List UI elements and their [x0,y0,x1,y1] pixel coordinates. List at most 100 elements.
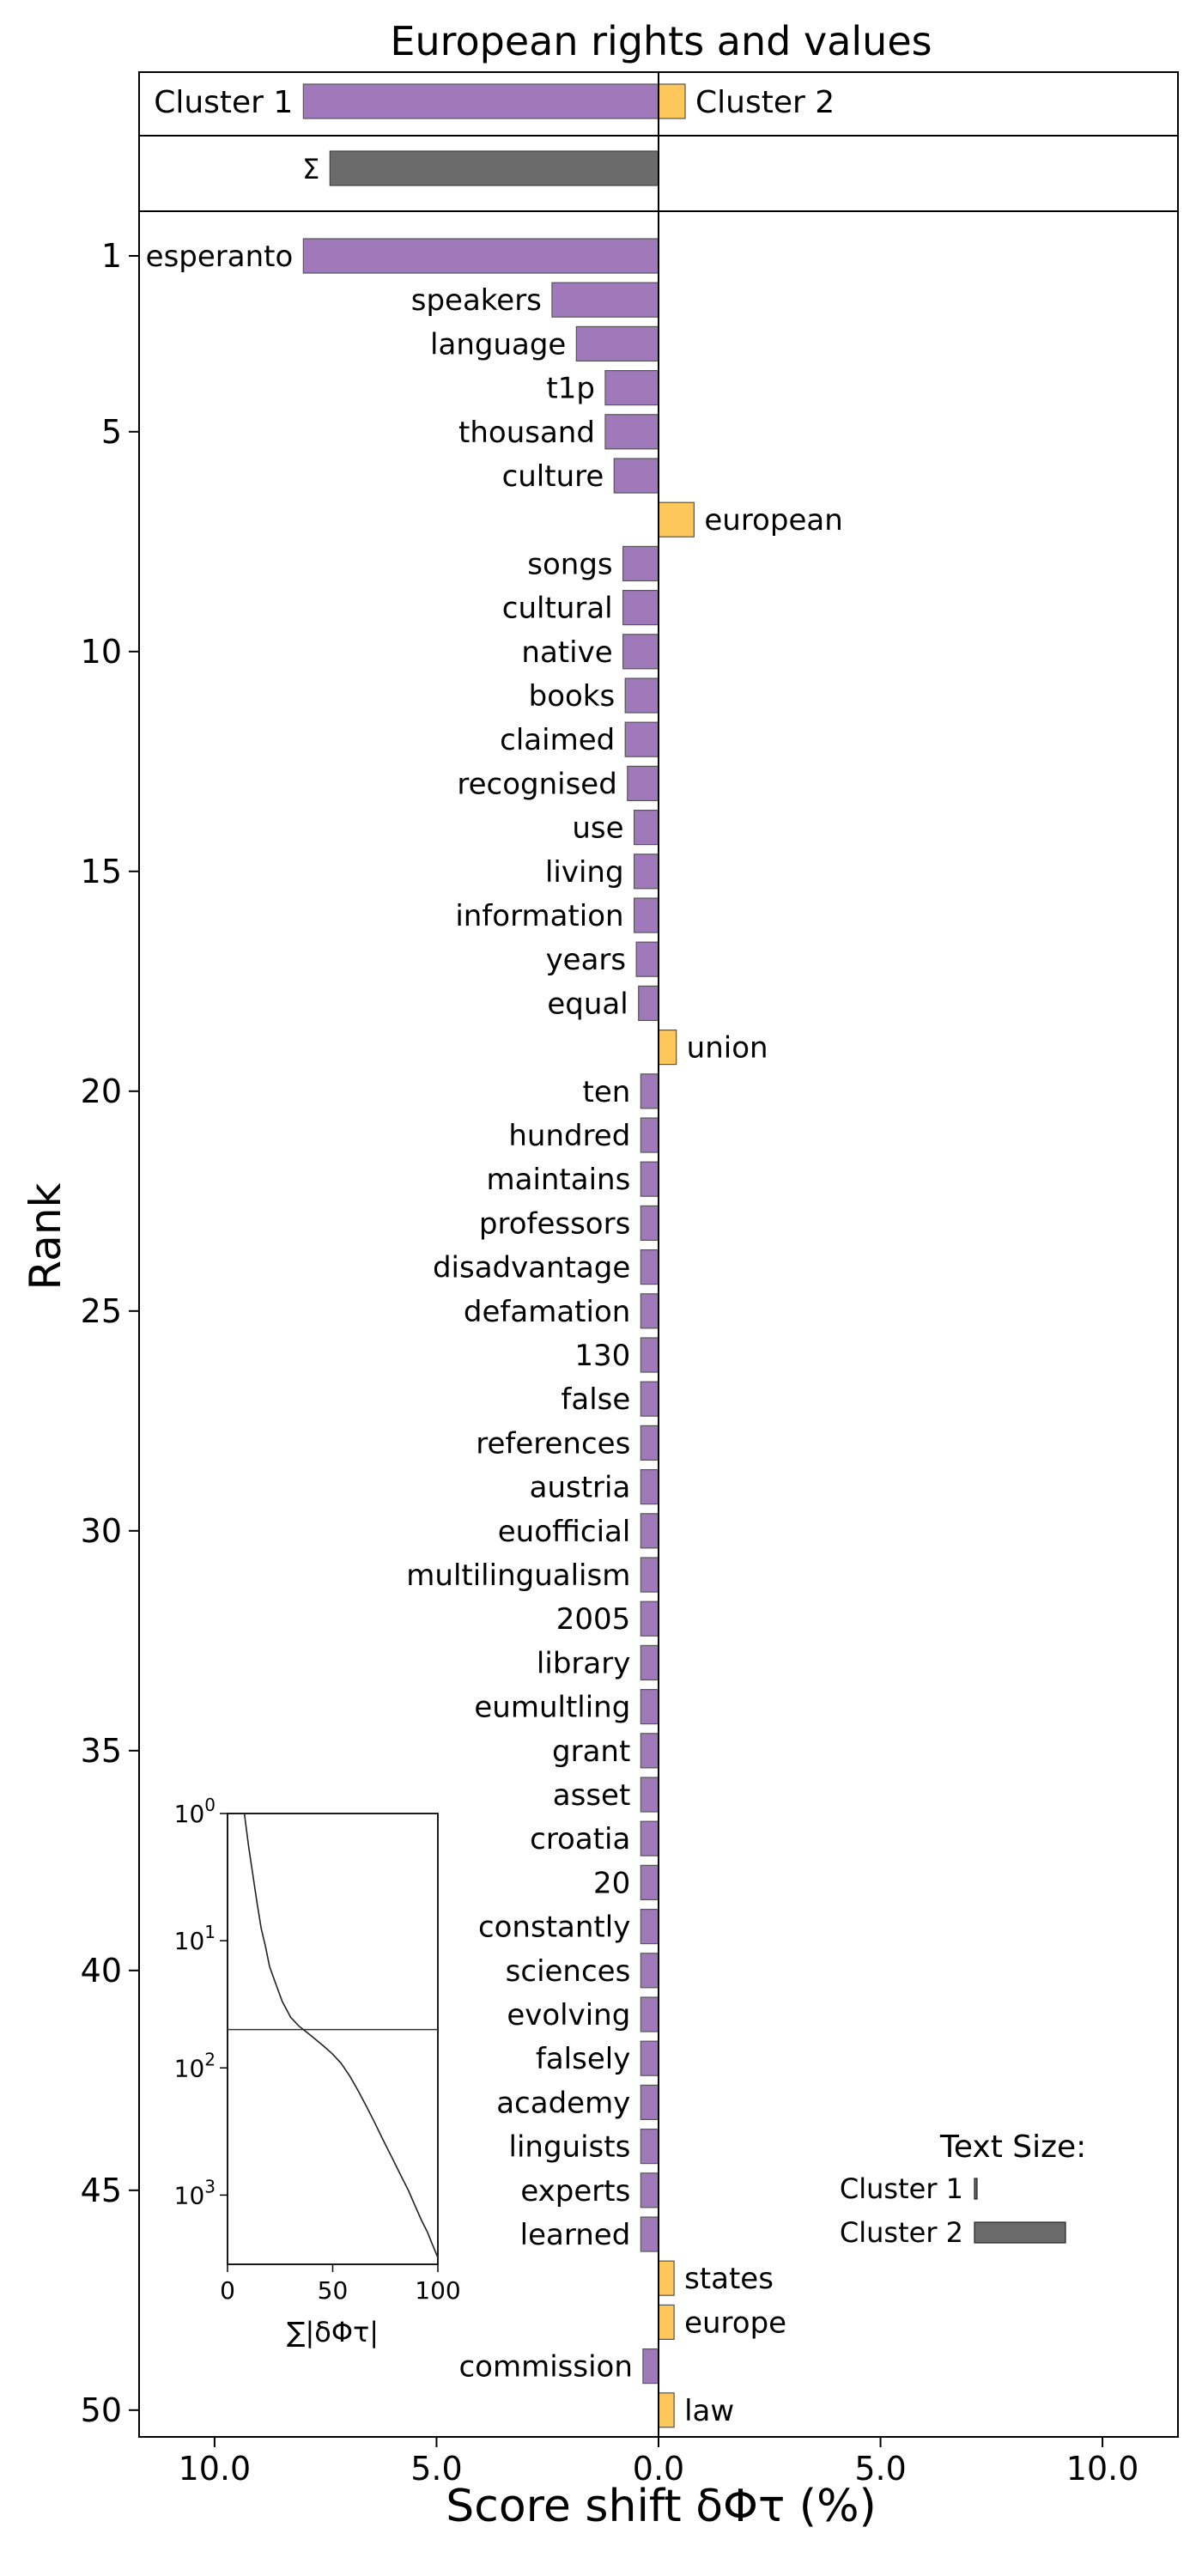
word-label: speakers [411,283,542,318]
word-bar [633,854,659,890]
summary-bar-cluster2 [658,83,686,119]
word-bar [604,370,659,406]
word-label: thousand [458,416,595,450]
word-bar [640,1161,659,1197]
word-bar [640,1820,659,1856]
summary-label-sum: Σ [302,153,319,185]
word-bar [638,985,659,1022]
word-bar [640,1205,659,1242]
word-bar [640,1777,659,1813]
word-bar [658,501,695,538]
text-size-legend: Text Size: Cluster 1 Cluster 2 [840,2129,1086,2249]
inset-y-tick-label: 100 [174,1795,216,1828]
word-label: recognised [457,767,616,801]
summary-label-cluster2: Cluster 2 [695,85,835,120]
legend-title: Text Size: [939,2129,1086,2165]
word-label: academy [496,2086,630,2120]
word-bar [640,1557,659,1593]
word-bar [622,545,659,582]
word-label: library [537,1646,630,1680]
word-bar [658,1029,677,1066]
word-bar [640,1249,659,1285]
word-label: multilingualism [406,1558,630,1593]
inset-x-tick-label: 0 [220,2276,235,2305]
word-label: falsely [536,2042,630,2076]
word-label: 20 [593,1866,630,1900]
word-label: 2005 [556,1602,631,1637]
word-label: austria [530,1471,631,1505]
word-bar [635,941,659,977]
word-label: learned [520,2218,631,2252]
word-label: maintains [486,1163,630,1197]
word-label: information [455,899,623,933]
word-bar [551,282,659,318]
word-label: professors [479,1206,630,1241]
y-tick-label: 15 [81,853,122,890]
inset-y-tick-label: 103 [174,2176,216,2209]
word-bar [613,458,659,494]
word-bar [640,2172,659,2208]
inset-frame [227,1813,439,2265]
word-label: esperanto [146,240,294,274]
legend-size-bar [974,2178,978,2200]
word-label: euofficial [498,1515,631,1549]
y-tick-label: 35 [81,1732,122,1770]
word-bar [575,325,659,361]
word-label: living [545,855,624,890]
word-label: false [561,1382,630,1417]
word-label: union [687,1031,768,1066]
x-tick-label: 5.0 [410,2450,462,2488]
word-label: t1p [546,372,595,406]
word-bar [302,238,659,274]
word-bar [640,1117,659,1153]
word-label: law [684,2394,734,2428]
word-bar [642,2348,659,2385]
y-tick-label: 30 [81,1512,122,1550]
inset-x-tick-label: 100 [415,2276,460,2305]
word-label: hundred [508,1119,630,1153]
word-label: 130 [574,1339,630,1373]
legend-label: Cluster 2 [840,2216,963,2249]
y-tick-label: 25 [81,1292,122,1330]
word-label: claimed [500,723,615,757]
word-bar [640,1468,659,1505]
word-label: cultural [502,592,613,626]
word-bar [627,765,659,802]
word-label: language [430,327,566,361]
word-bar [640,1513,659,1549]
word-bar [604,414,659,450]
word-label: linguists [509,2130,631,2165]
word-label: sciences [506,1954,631,1989]
word-label: use [572,811,623,846]
word-label: asset [553,1778,631,1813]
word-label: songs [527,547,612,581]
word-label: ten [583,1075,631,1109]
word-bar [622,589,659,626]
word-label: commission [458,2350,632,2385]
word-bar [624,721,659,757]
word-label: europe [684,2306,786,2340]
word-bar [640,2216,659,2252]
word-bar [640,2129,659,2165]
word-label: years [546,943,627,977]
word-bar [640,1733,659,1769]
word-bar [658,2392,675,2428]
inset-x-tick-label: 50 [318,2276,349,2305]
word-bar [640,1644,659,1681]
word-bar [640,1996,659,2032]
inset-x-label: ∑|δΦτ| [287,2316,379,2348]
word-bar [640,1864,659,1900]
word-bar [624,677,659,714]
word-bar [640,1953,659,1989]
summary-panel: Cluster 1 Cluster 2 Σ [138,71,1179,212]
word-bar [633,897,659,933]
chart-title: European rights and values [390,18,932,64]
x-tick-label: 10.0 [179,2450,252,2488]
y-tick-label: 5 [101,413,122,451]
word-label: constantly [478,1911,630,1945]
x-tick-label: 5.0 [854,2450,906,2488]
word-bar [640,1909,659,1945]
word-label: croatia [530,1822,630,1856]
inset-y-tick-label: 101 [174,1922,216,1955]
x-tick-label: 0.0 [633,2450,684,2488]
